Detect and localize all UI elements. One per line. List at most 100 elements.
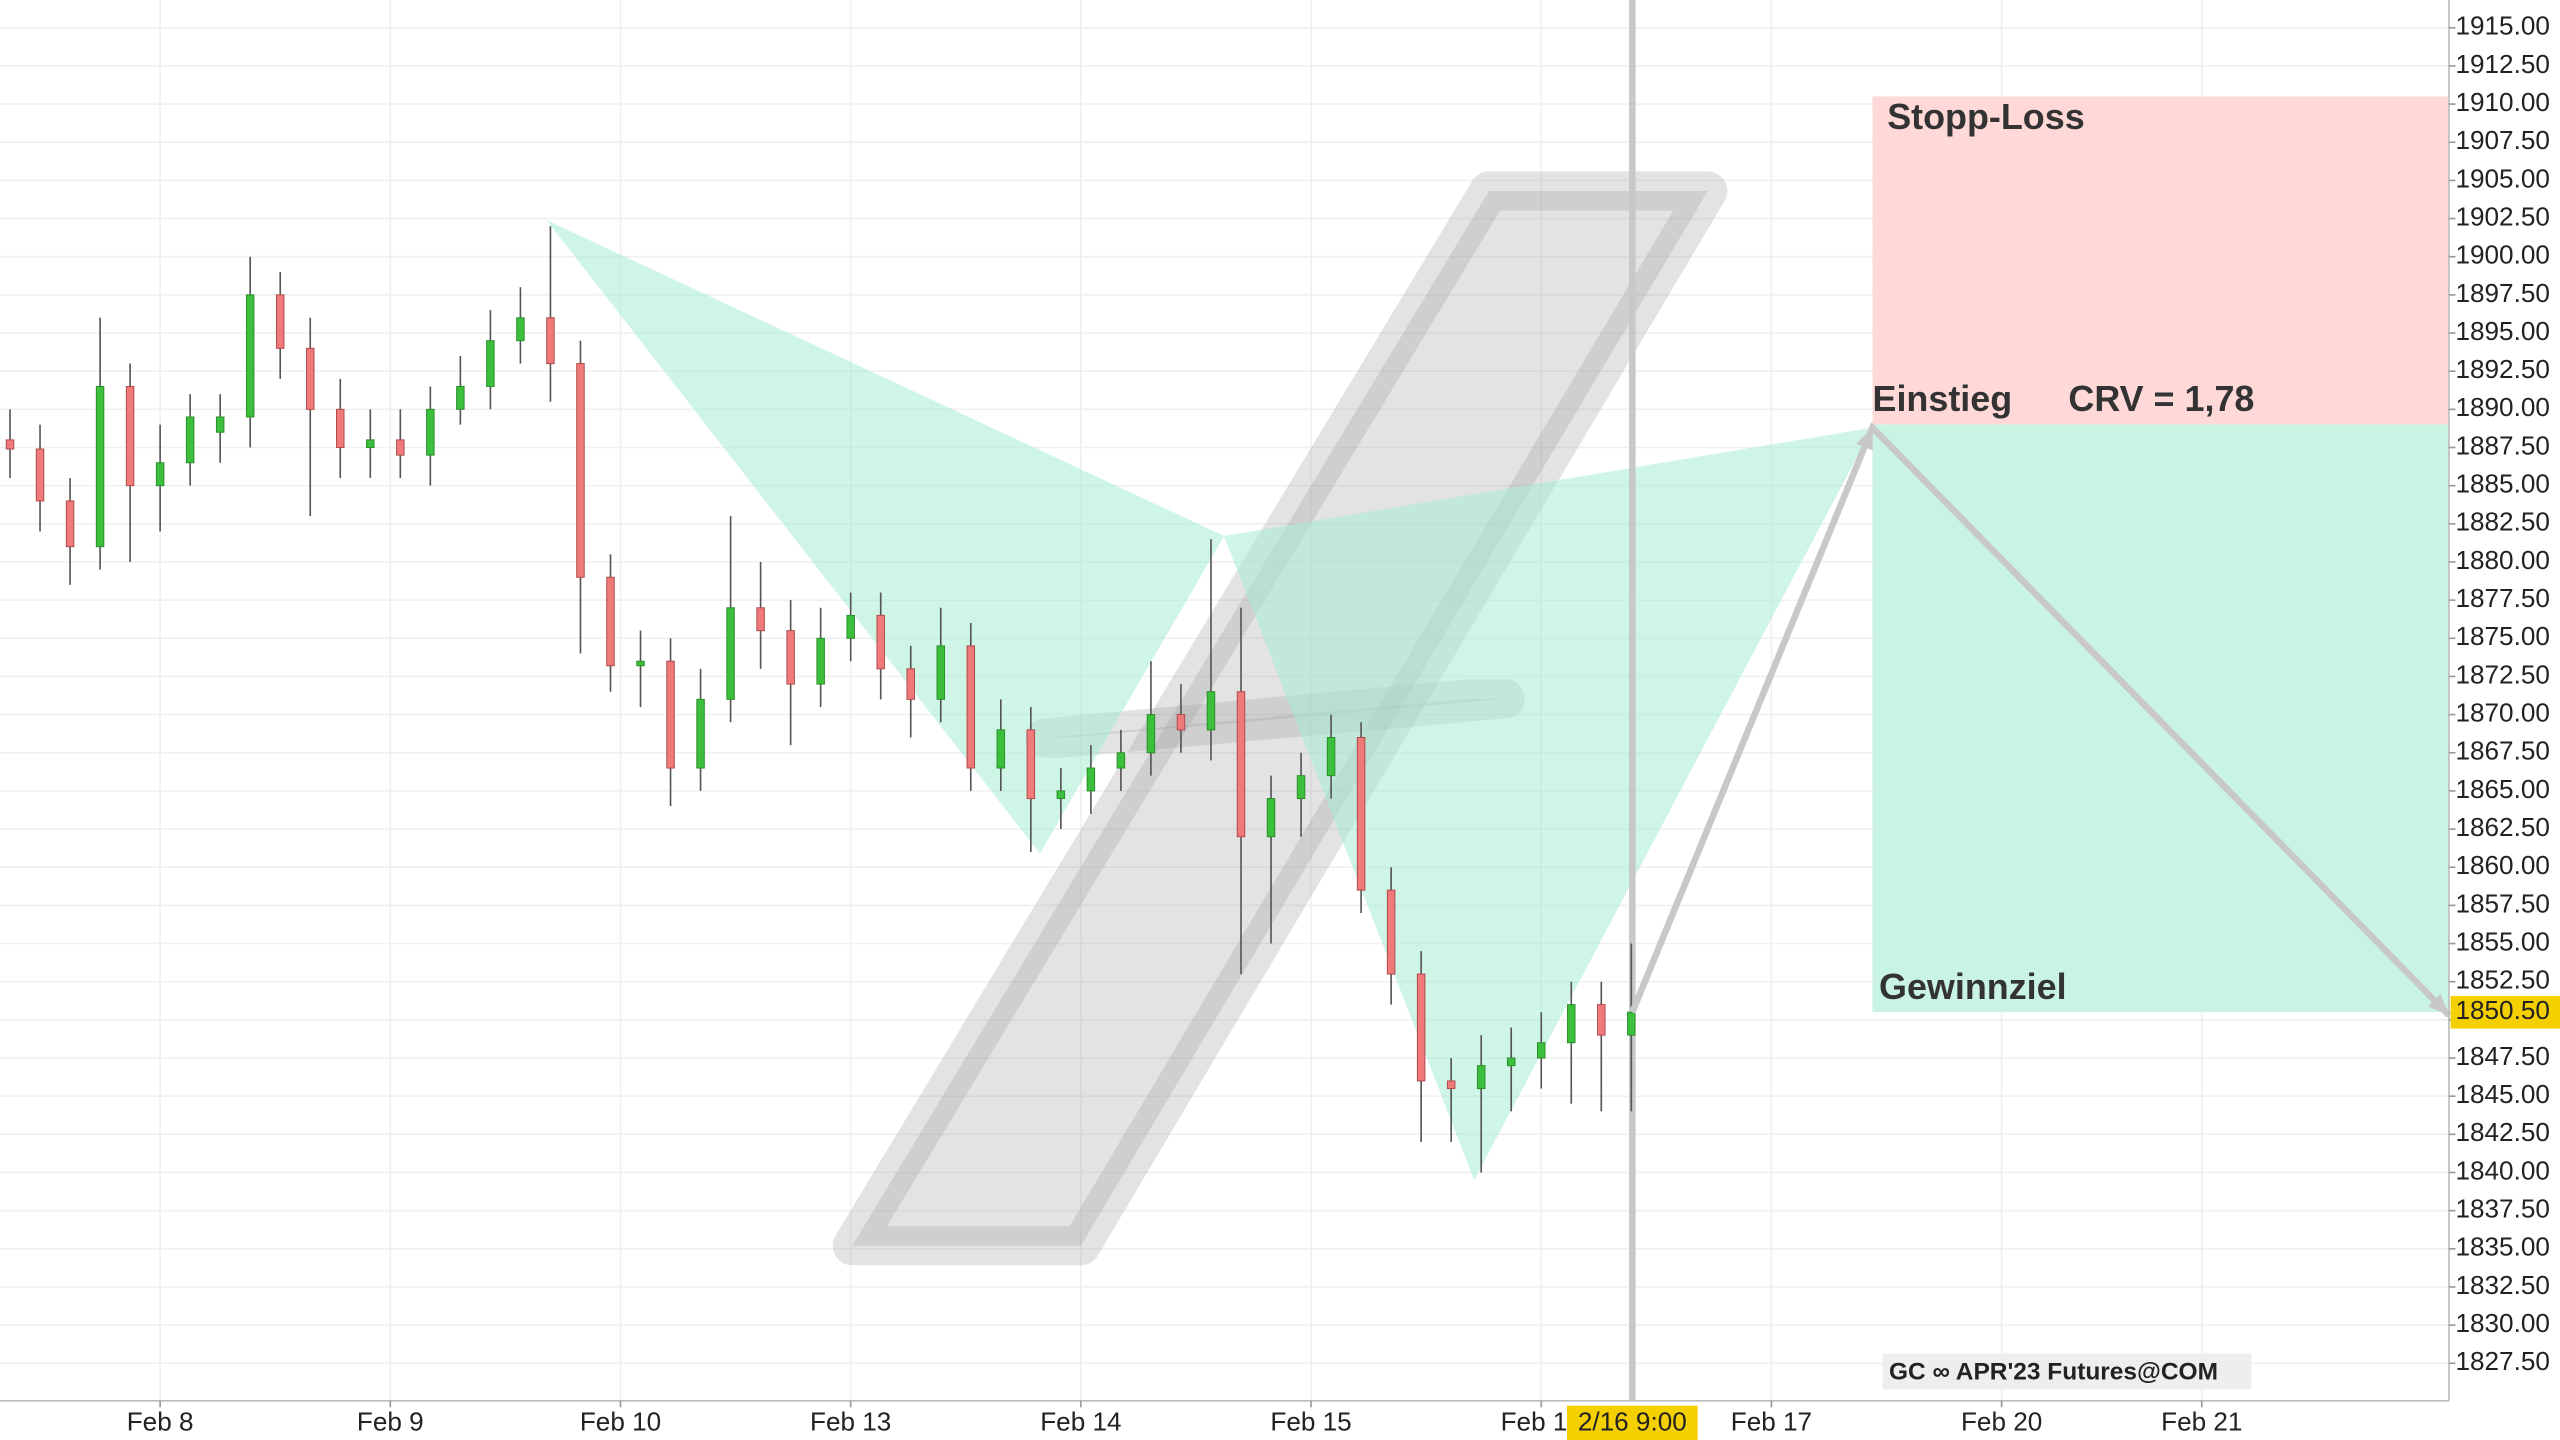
- candle-body: [486, 340, 495, 387]
- y-tick-label: 1865.00: [2456, 774, 2550, 804]
- candle-body: [1476, 1065, 1486, 1090]
- candle-body: [125, 385, 135, 487]
- crosshair-label-bg: [1567, 1405, 1698, 1440]
- x-tick-label: Feb 17: [1731, 1407, 1812, 1437]
- candle-body: [546, 317, 555, 365]
- y-tick-label: 1835.00: [2456, 1232, 2550, 1262]
- stop-label: Stopp-Loss: [1887, 96, 2084, 137]
- y-tick-label: 1890.00: [2456, 392, 2550, 422]
- candle-body: [456, 385, 465, 410]
- y-tick-label: 1857.50: [2456, 888, 2550, 918]
- candle-body: [1266, 798, 1276, 838]
- y-tick-label: 1845.00: [2456, 1079, 2550, 1109]
- candle-body: [245, 294, 255, 418]
- pattern-triangle: [1223, 427, 1873, 1181]
- y-tick-label: 1855.00: [2456, 926, 2550, 956]
- candle-body: [1206, 691, 1216, 731]
- candle-body: [95, 385, 105, 548]
- candle-body: [1627, 1011, 1636, 1036]
- candle-body: [576, 363, 585, 578]
- candle-body: [1386, 889, 1396, 975]
- y-tick-label: 1882.50: [2456, 507, 2550, 537]
- candle-body: [65, 500, 75, 548]
- candle-body: [786, 630, 795, 685]
- candle-body: [426, 408, 435, 456]
- candle-body: [606, 576, 615, 667]
- candle-body: [275, 294, 285, 349]
- candle-body: [1236, 691, 1246, 838]
- y-tick-label: 1905.00: [2456, 163, 2550, 193]
- candle-body: [1056, 790, 1066, 800]
- last-price-label: 1850.50: [2456, 995, 2550, 1025]
- candle-body: [1356, 737, 1366, 891]
- y-tick-label: 1895.00: [2456, 316, 2550, 346]
- candle-body: [696, 698, 705, 769]
- y-tick-label: 1915.00: [2456, 11, 2550, 41]
- candle-body: [1506, 1057, 1516, 1067]
- x-tick-label: Feb 14: [1040, 1407, 1121, 1437]
- entry-label: Einstieg: [1873, 378, 2013, 419]
- x-tick-label: Feb 13: [810, 1407, 891, 1437]
- candle-body: [1116, 752, 1126, 769]
- y-tick-label: 1875.00: [2456, 621, 2550, 651]
- candle-body: [1026, 729, 1036, 800]
- candle-body: [876, 614, 885, 670]
- y-tick-label: 1830.00: [2456, 1308, 2550, 1338]
- candle-body: [816, 637, 825, 685]
- last-price-bg: [2450, 995, 2560, 1029]
- stop-zone: [1872, 96, 2449, 425]
- candle-body: [636, 660, 645, 667]
- candle-body: [906, 668, 915, 700]
- candle-body: [1567, 1004, 1576, 1044]
- crosshair-label: 2/16 9:00: [1578, 1407, 1687, 1437]
- candle-body: [1416, 973, 1426, 1082]
- symbol-label: GC ∞ APR'23 Futures@COM: [1889, 1359, 2218, 1386]
- y-tick-label: 1837.50: [2456, 1194, 2550, 1224]
- candle-body: [1326, 737, 1336, 777]
- candle-body: [756, 607, 765, 632]
- y-tick-label: 1872.50: [2456, 659, 2550, 689]
- candle-body: [336, 408, 345, 448]
- symbol-bg: [1882, 1353, 2252, 1390]
- target-label: Gewinnziel: [1879, 966, 2067, 1007]
- candle-body: [666, 660, 675, 769]
- x-tick-label: Feb 15: [1270, 1407, 1351, 1437]
- y-tick-label: 1862.50: [2456, 812, 2550, 842]
- y-tick-label: 1832.50: [2456, 1270, 2550, 1300]
- y-tick-label: 1900.00: [2456, 240, 2550, 270]
- candle-body: [1537, 1042, 1546, 1059]
- ratio-label: CRV = 1,78: [2068, 378, 2254, 419]
- y-tick-label: 1877.50: [2456, 583, 2550, 613]
- candle-body: [5, 439, 15, 450]
- y-tick-label: 1912.50: [2456, 49, 2550, 79]
- y-tick-label: 1907.50: [2456, 125, 2550, 155]
- candle-body: [846, 614, 855, 639]
- pattern-triangle: [546, 220, 1224, 854]
- candle-body: [996, 729, 1006, 769]
- axes: 1827.50 1830.00 1832.50 1835.00 1837.50 1840.…: [127, 11, 2560, 1440]
- y-tick-label: 1897.50: [2456, 278, 2550, 308]
- arrow-head: [1856, 427, 1873, 451]
- candle-body: [966, 645, 976, 769]
- y-tick-label: 1867.50: [2456, 736, 2550, 766]
- y-tick-label: 1842.50: [2456, 1117, 2550, 1147]
- candle-body: [1597, 1004, 1606, 1036]
- arrow-head: [2427, 994, 2449, 1016]
- y-tick-label: 1860.00: [2456, 850, 2550, 880]
- y-tick-label: 1887.50: [2456, 430, 2550, 460]
- x-tick-label: Feb 10: [580, 1407, 661, 1437]
- x-tick-label: Feb 21: [2161, 1407, 2242, 1437]
- y-tick-label: 1885.00: [2456, 469, 2550, 499]
- y-tick-label: 1847.50: [2456, 1041, 2550, 1071]
- y-tick-label: 1870.00: [2456, 698, 2550, 728]
- candle-body: [185, 416, 195, 464]
- candle-body: [1296, 775, 1306, 800]
- y-tick-label: 1840.00: [2456, 1155, 2550, 1185]
- y-tick-label: 1852.50: [2456, 965, 2550, 995]
- candle-body: [936, 645, 946, 700]
- candle-body: [516, 317, 525, 342]
- candle-body: [155, 462, 165, 487]
- y-tick-label: 1892.50: [2456, 354, 2550, 384]
- candle-body: [396, 439, 405, 456]
